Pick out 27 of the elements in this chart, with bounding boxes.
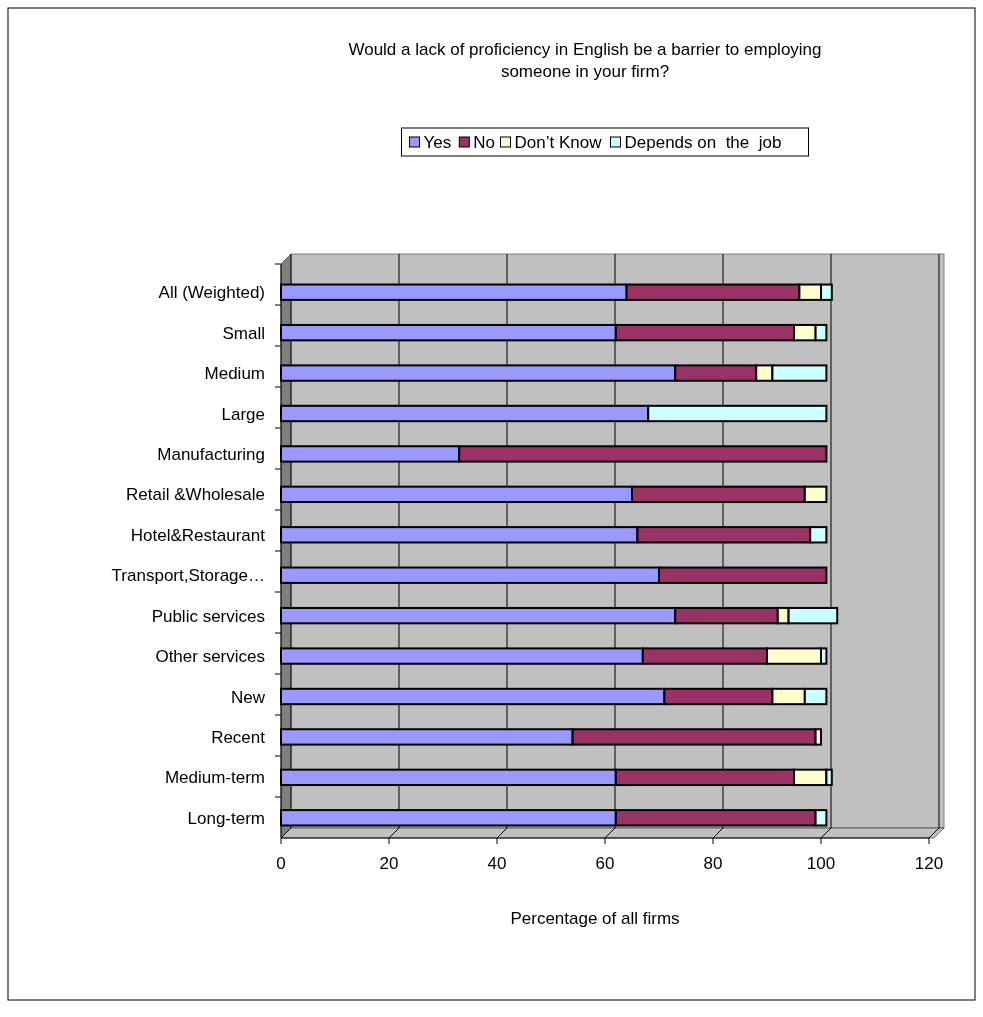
legend-label: No bbox=[473, 133, 496, 152]
chart-title: Would a lack of proficiency in English be a barrier to employing someone in your firm? bbox=[348, 40, 822, 81]
y-tick-label: Transport,Storage… bbox=[111, 566, 265, 586]
y-tick-label: New bbox=[230, 687, 266, 707]
y-tick-label: All (Weighted) bbox=[158, 283, 265, 303]
x-tick-label: 0 bbox=[276, 854, 286, 873]
y-tick-label: Medium bbox=[204, 364, 265, 384]
legend-label: Depends on the job bbox=[624, 133, 782, 152]
y-tick-label: Medium-term bbox=[164, 768, 265, 788]
y-tick-label: Retail &Wholesale bbox=[126, 485, 265, 505]
y-tick-label: Small bbox=[222, 323, 265, 343]
y-tick-label: Large bbox=[221, 404, 265, 424]
y-tick-label: Long-term bbox=[187, 808, 265, 828]
x-tick-label: 60 bbox=[595, 854, 615, 873]
x-axis-title: Percentage of all firms bbox=[510, 909, 680, 928]
y-tick-label: Public services bbox=[151, 606, 265, 626]
y-tick-label: Manufacturing bbox=[157, 444, 265, 464]
y-tick-label: Recent bbox=[211, 727, 266, 747]
legend-label: Yes bbox=[423, 133, 452, 152]
x-tick-label: 40 bbox=[487, 854, 507, 873]
x-tick-label: 80 bbox=[703, 854, 723, 873]
x-tick-label: 20 bbox=[379, 854, 399, 873]
y-tick-label: Other services bbox=[155, 647, 265, 667]
x-tick-label: 100 bbox=[806, 854, 836, 873]
x-tick-label: 120 bbox=[914, 854, 944, 873]
y-tick-label: Hotel&Restaurant bbox=[130, 525, 266, 545]
legend-label: Don’t Know bbox=[514, 133, 603, 152]
